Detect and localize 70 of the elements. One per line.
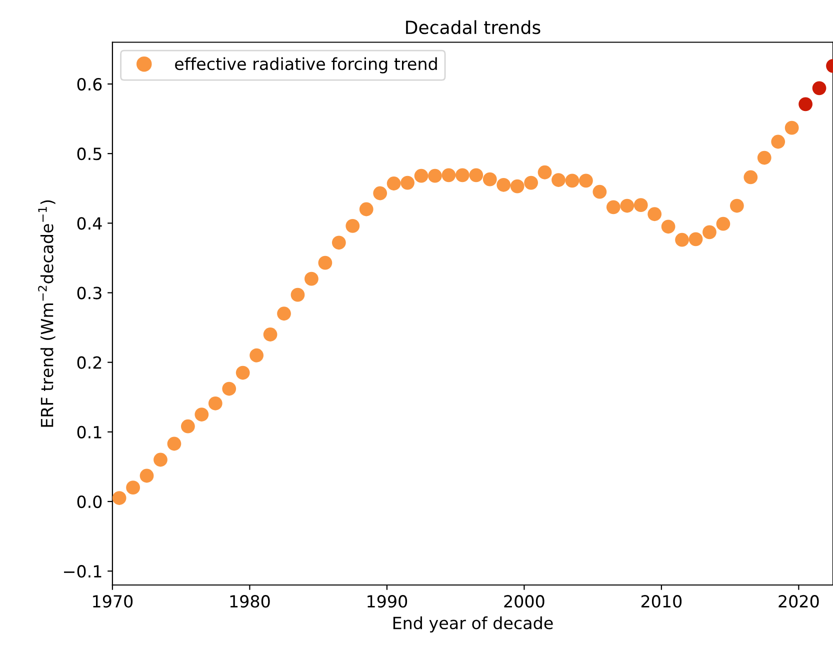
point [428, 168, 442, 183]
point [579, 174, 593, 188]
point [784, 120, 799, 135]
point [304, 272, 318, 286]
y-axis-title: ERF trend (Wm$^{−2}$decade$^{−1}$) [38, 200, 56, 427]
legend-label: effective radiative forcing trend [175, 57, 437, 74]
y-tick-label: 0.6 [77, 78, 102, 91]
point [702, 225, 716, 240]
x-tick-label: 1990 [368, 595, 408, 608]
point [208, 396, 222, 410]
point [757, 150, 772, 165]
point [112, 491, 126, 505]
point [620, 198, 634, 213]
point [236, 366, 250, 380]
x-axis-title: End year of decade [393, 616, 553, 633]
point [552, 173, 566, 187]
point [167, 436, 182, 451]
point [524, 176, 538, 190]
x-tick-label: 1980 [230, 595, 270, 608]
point [675, 232, 689, 247]
point [346, 219, 360, 233]
point [688, 232, 703, 246]
point [744, 170, 758, 184]
point [469, 168, 484, 182]
point [154, 452, 168, 467]
x-tick-label: 1970 [93, 595, 133, 608]
point [648, 207, 662, 222]
y-tick-label: 0.3 [77, 286, 102, 300]
y-tick-label: 0.5 [77, 148, 102, 160]
point [716, 216, 730, 231]
x-tick-label: 2010 [641, 595, 682, 608]
point [277, 306, 291, 321]
point [263, 328, 278, 342]
point [730, 198, 744, 213]
point [400, 176, 414, 190]
point [318, 256, 332, 270]
point [373, 186, 388, 200]
y-tick-label: 0.2 [77, 356, 102, 369]
point [538, 165, 552, 180]
point [222, 382, 236, 396]
point [661, 220, 676, 234]
point [442, 168, 456, 182]
y-tick-label: 0.0 [77, 495, 102, 508]
point [510, 179, 524, 194]
point [592, 184, 607, 199]
point [771, 134, 786, 149]
point [359, 202, 374, 216]
point [332, 236, 346, 250]
point [496, 178, 511, 192]
x-tick-label: 2020 [778, 595, 819, 608]
point [455, 168, 470, 182]
y-tick-label: 0.1 [77, 426, 102, 438]
point [386, 176, 401, 190]
chart-title: Decadal trends [406, 20, 540, 34]
point [634, 198, 648, 212]
point [194, 408, 209, 422]
point [180, 419, 195, 434]
point [290, 288, 305, 302]
point [250, 348, 264, 362]
point [482, 172, 497, 186]
point [126, 480, 140, 495]
point [565, 174, 580, 188]
point [812, 81, 826, 96]
y-tick-label: −0.1 [64, 565, 102, 578]
y-tick-label: 0.4 [77, 217, 102, 230]
x-tick-label: 2000 [504, 595, 544, 608]
point [606, 200, 620, 214]
point [414, 168, 428, 183]
point [798, 97, 812, 112]
point [140, 468, 154, 483]
